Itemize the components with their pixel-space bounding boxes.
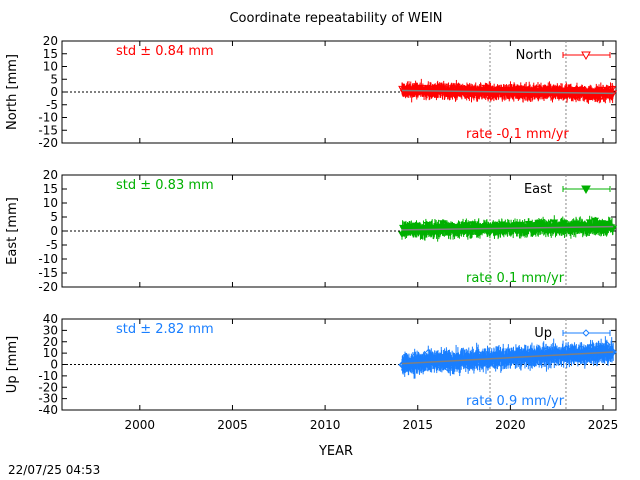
trend-line: [401, 351, 614, 365]
y-tick-label: -10: [38, 252, 58, 266]
x-axis-label: YEAR: [318, 444, 353, 459]
y-tick-label: -10: [38, 369, 58, 383]
legend-label: North: [516, 48, 552, 63]
y-tick-label: -20: [38, 136, 58, 150]
legend-label: Up: [534, 326, 552, 341]
rate-label: rate 0.1 mm/yr: [466, 271, 565, 286]
y-tick-label: 15: [43, 47, 58, 61]
y-tick-label: 10: [43, 60, 58, 74]
x-tick-label: 2020: [495, 418, 526, 432]
x-tick-label: 2025: [588, 418, 619, 432]
y-tick-label: 5: [50, 210, 58, 224]
y-tick-label: 5: [50, 72, 58, 86]
rate-label: rate -0.1 mm/yr: [466, 127, 569, 142]
x-tick-label: 2010: [310, 418, 341, 432]
y-tick-label: -15: [38, 123, 58, 137]
legend-label: East: [524, 182, 552, 197]
y-tick-label: -15: [38, 266, 58, 280]
legend-marker: [582, 329, 590, 337]
y-axis-label: Up [mm]: [5, 336, 20, 393]
y-tick-label: 15: [43, 182, 58, 196]
y-tick-label: 20: [43, 34, 58, 48]
y-tick-label: 0: [50, 358, 58, 372]
y-tick-label: 10: [43, 196, 58, 210]
y-tick-label: 10: [43, 346, 58, 360]
y-tick-label: -20: [38, 380, 58, 394]
y-tick-label: -30: [38, 392, 58, 406]
legend: East: [524, 182, 611, 197]
y-tick-label: -5: [46, 98, 58, 112]
y-tick-label: 20: [43, 168, 58, 182]
legend: North: [516, 48, 611, 63]
legend-marker: [581, 185, 591, 195]
rate-label: rate 0.9 mm/yr: [466, 394, 565, 409]
std-label: std ± 0.84 mm: [116, 44, 214, 59]
y-tick-label: -10: [38, 111, 58, 125]
trend-line: [401, 225, 614, 231]
timestamp: 22/07/25 04:53: [8, 463, 100, 477]
y-tick-label: -40: [38, 403, 58, 417]
x-tick-label: 2000: [125, 418, 156, 432]
y-tick-label: 20: [43, 335, 58, 349]
chart-title: Coordinate repeatability of WEIN: [229, 11, 442, 26]
y-tick-label: -5: [46, 238, 58, 252]
legend-marker: [581, 51, 591, 61]
y-tick-label: -20: [38, 280, 58, 294]
trend-line: [401, 89, 614, 95]
std-label: std ± 0.83 mm: [116, 178, 214, 193]
x-tick-label: 2015: [402, 418, 433, 432]
y-tick-label: 0: [50, 224, 58, 238]
x-tick-label: 2005: [217, 418, 248, 432]
y-axis-label: North [mm]: [5, 54, 20, 130]
std-label: std ± 2.82 mm: [116, 322, 214, 337]
y-tick-label: 0: [50, 85, 58, 99]
x-tick-labels: 2000 2005 2010 2015 2020 2025: [125, 418, 619, 432]
y-tick-label: 40: [43, 312, 58, 326]
y-axis-label: East [mm]: [5, 197, 20, 265]
legend: Up: [534, 326, 611, 341]
y-tick-label: 30: [43, 323, 58, 337]
